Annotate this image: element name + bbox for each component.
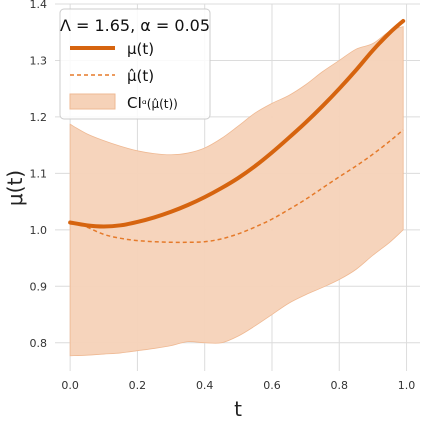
x-tick-label: 0.0 — [61, 379, 79, 392]
legend-swatch-ci — [69, 93, 116, 110]
y-tick-label: 1.3 — [30, 54, 48, 67]
series-line-mu — [68, 18, 406, 229]
y-tick-label: 1.0 — [30, 224, 48, 237]
series-line-mu-hat — [86, 129, 404, 244]
x-tick-label: 0.2 — [129, 379, 147, 392]
y-tick-label: 0.9 — [30, 280, 48, 293]
legend-label-mu: μ(t) — [127, 40, 154, 58]
legend-title: Λ = 1.65, α = 0.05 — [60, 16, 210, 35]
y-tick-label: 1.1 — [30, 167, 48, 180]
y-axis-title: μ(t) — [3, 170, 27, 206]
x-tick-label: 0.4 — [196, 379, 214, 392]
x-tick-label: 0.6 — [263, 379, 281, 392]
x-tick-label: 1.0 — [398, 379, 416, 392]
x-tick-label: 0.8 — [331, 379, 349, 392]
legend-label-ci-main: CI — [127, 94, 142, 112]
y-tick-label: 0.8 — [30, 337, 48, 350]
x-axis-title: t — [234, 397, 242, 421]
legend-box — [59, 8, 211, 120]
legend-label-mu-hat: μ̂(t) — [127, 67, 154, 85]
y-tick-label: 1.4 — [30, 0, 48, 11]
tick-labels: 0.0 0.2 0.4 0.6 0.8 1.0 0.8 0.9 1.0 1.1 1.2 1.3 1.4 — [30, 0, 416, 392]
legend: Λ = 1.65, α = 0.05 μ(t) μ̂(t) CIᵅ(μ̂(t)) — [59, 8, 211, 120]
y-tick-label: 1.2 — [30, 111, 48, 124]
legend-label-ci: CIᵅ(μ̂(t)) — [127, 94, 178, 112]
legend-label-ci-detail: ᵅ(μ̂(t)) — [142, 97, 178, 111]
